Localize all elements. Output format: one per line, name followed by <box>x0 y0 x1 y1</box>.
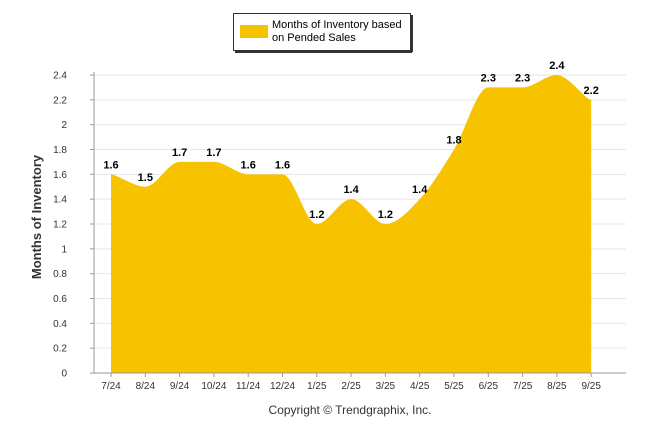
data-label: 1.4 <box>343 184 359 196</box>
data-label: 1.2 <box>309 209 324 221</box>
y-tick-label: 2 <box>61 120 67 131</box>
x-tick-label: 3/25 <box>376 381 396 392</box>
data-label: 2.3 <box>481 72 496 84</box>
legend-swatch <box>240 25 268 38</box>
x-tick-label: 6/25 <box>479 381 499 392</box>
data-label: 1.6 <box>103 159 118 171</box>
y-tick-label: 0.6 <box>53 294 67 305</box>
y-tick-label: 0.4 <box>53 319 67 330</box>
x-tick-label: 9/24 <box>170 381 190 392</box>
area-fill <box>111 75 592 373</box>
y-axis-title: Months of Inventory <box>29 154 44 279</box>
data-labels: 1.6 1.5 1.7 1.7 1.6 1.6 1.2 1.4 1.2 1.4 1.8 2.3 2.3 2… <box>103 60 598 221</box>
x-tick-label: 7/25 <box>513 381 533 392</box>
y-tick-label: 1.8 <box>53 145 67 156</box>
x-tick-label: 1/25 <box>307 381 327 392</box>
y-tick-label: 0 <box>61 369 67 380</box>
y-tick-label: 0.2 <box>53 344 67 355</box>
y-tick-label: 2.4 <box>53 71 67 82</box>
x-tick-label: 8/24 <box>136 381 156 392</box>
y-tick-labels: 0 0.2 0.4 0.6 0.8 1 1.2 1.4 1.6 1.8 2 2.2 2.4 <box>53 71 67 380</box>
x-tick-label: 8/25 <box>547 381 567 392</box>
y-tick-label: 1.4 <box>53 195 67 206</box>
y-tick-label: 2.2 <box>53 95 67 106</box>
data-label: 2.3 <box>515 72 530 84</box>
x-tick-label: 9/25 <box>581 381 601 392</box>
x-tick-label: 4/25 <box>410 381 430 392</box>
y-tick-label: 0.8 <box>53 269 67 280</box>
data-label: 2.2 <box>584 85 599 97</box>
data-label: 1.6 <box>275 159 290 171</box>
data-label: 1.7 <box>206 147 221 159</box>
y-tick-label: 1.2 <box>53 220 67 231</box>
data-label: 1.4 <box>412 184 428 196</box>
x-tick-label: 10/24 <box>201 381 226 392</box>
x-tick-labels: 7/24 8/24 9/24 10/24 11/24 12/24 1/25 2/25 3/25 4… <box>101 373 601 392</box>
axes <box>93 72 626 374</box>
x-tick-label: 7/24 <box>101 381 121 392</box>
y-tick-label: 1 <box>61 244 67 255</box>
legend-label-line-2: on Pended Sales <box>272 32 356 44</box>
x-tick-label: 11/24 <box>236 381 261 392</box>
data-label: 1.8 <box>446 135 461 147</box>
x-tick-label: 2/25 <box>341 381 361 392</box>
legend[interactable]: Months of Inventory based on Pended Sale… <box>233 13 413 53</box>
data-label: 1.5 <box>138 172 153 184</box>
data-label: 1.6 <box>241 159 256 171</box>
data-label: 2.4 <box>549 60 565 72</box>
data-label: 1.7 <box>172 147 187 159</box>
legend-label-line-1: Months of Inventory based <box>272 19 402 31</box>
data-label: 1.2 <box>378 209 393 221</box>
area-series <box>111 75 592 373</box>
x-tick-label: 12/24 <box>270 381 295 392</box>
copyright-footer: Copyright © Trendgraphix, Inc. <box>269 403 432 417</box>
y-tick-label: 1.6 <box>53 170 67 181</box>
x-tick-label: 5/25 <box>444 381 464 392</box>
